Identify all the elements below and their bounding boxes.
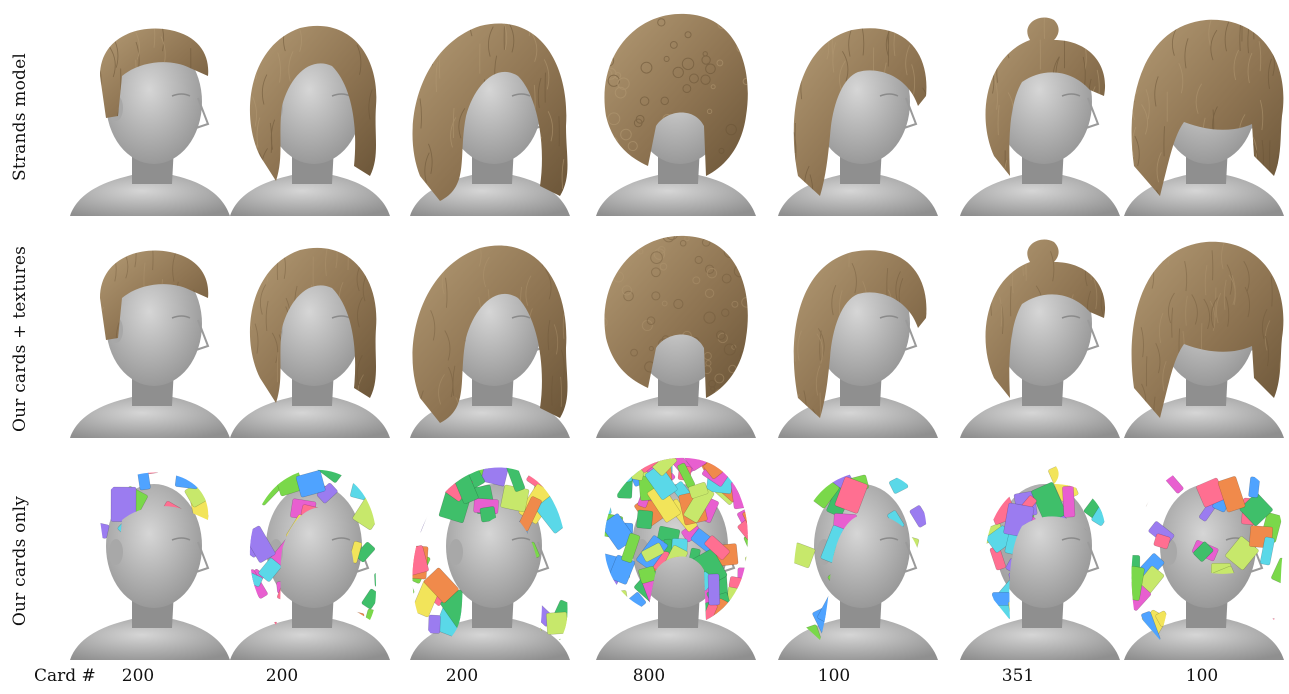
card-count-col-1: 200 bbox=[121, 666, 155, 686]
head-short-slick-cards-textures bbox=[70, 250, 230, 438]
render-cards-only-col-1 bbox=[60, 450, 232, 660]
head-bun-updo-strands bbox=[960, 17, 1120, 216]
render-strands-col-6 bbox=[950, 6, 1122, 216]
card-count-row: Card # 200 200 200 800 100 351 100 bbox=[0, 662, 1289, 692]
head-bun-updo-cards-only bbox=[960, 461, 1120, 660]
head-wavy-bob-cards-textures bbox=[230, 247, 390, 438]
render-strands-col-4 bbox=[586, 6, 758, 216]
card-count-col-6: 351 bbox=[1001, 666, 1035, 686]
render-cards-only-col-5 bbox=[768, 450, 940, 660]
render-grid bbox=[52, 6, 1286, 660]
render-cards-textures-col-7 bbox=[1114, 228, 1286, 438]
head-layered-medium-strands bbox=[778, 28, 938, 216]
row-label-cards-textures: Our cards + textures bbox=[10, 245, 30, 433]
head-bun-updo-cards-textures bbox=[960, 239, 1120, 438]
head-wavy-bob-strands bbox=[230, 25, 390, 216]
render-strands-col-7 bbox=[1114, 6, 1286, 216]
render-strands-col-5 bbox=[768, 6, 940, 216]
card-count-col-7: 100 bbox=[1185, 666, 1219, 686]
card-count-col-3: 200 bbox=[445, 666, 479, 686]
render-cards-textures-col-3 bbox=[400, 228, 572, 438]
render-cards-textures-col-5 bbox=[768, 228, 940, 438]
head-long-wavy-cards-textures bbox=[410, 245, 570, 438]
render-cards-only-col-4 bbox=[586, 450, 758, 660]
row-label-cards-only: Our cards only bbox=[10, 495, 31, 627]
head-wavy-bob-cards-only bbox=[230, 469, 390, 660]
render-cards-only-col-3 bbox=[400, 450, 572, 660]
head-short-slick-strands bbox=[70, 28, 230, 216]
row-label-strands: Strands model bbox=[10, 52, 31, 182]
head-layered-medium-cards-only bbox=[778, 472, 938, 660]
card-count-col-4: 800 bbox=[632, 666, 666, 686]
card-count-col-2: 200 bbox=[265, 666, 299, 686]
render-cards-only-col-7 bbox=[1114, 450, 1286, 660]
card-count-label: Card # bbox=[34, 666, 96, 686]
head-long-wavy-strands bbox=[410, 23, 570, 216]
head-long-wavy-cards-only bbox=[410, 467, 570, 660]
render-strands-col-1 bbox=[60, 6, 232, 216]
head-afro-curly-cards-textures bbox=[596, 235, 756, 438]
render-cards-only-col-2 bbox=[220, 450, 392, 660]
render-strands-col-3 bbox=[400, 6, 572, 216]
head-straight-bob-bangs-cards-only bbox=[1124, 463, 1284, 660]
render-strands-col-2 bbox=[220, 6, 392, 216]
head-layered-medium-cards-textures bbox=[778, 250, 938, 438]
head-straight-bob-bangs-strands bbox=[1124, 19, 1284, 216]
head-short-slick-cards-only bbox=[70, 472, 230, 660]
render-cards-textures-col-2 bbox=[220, 228, 392, 438]
render-cards-only-col-6 bbox=[950, 450, 1122, 660]
head-afro-curly-cards-only bbox=[596, 457, 756, 660]
render-cards-textures-col-4 bbox=[586, 228, 758, 438]
render-cards-textures-col-6 bbox=[950, 228, 1122, 438]
head-afro-curly-strands bbox=[596, 13, 756, 216]
head-straight-bob-bangs-cards-textures bbox=[1124, 241, 1284, 438]
card-count-col-5: 100 bbox=[817, 666, 851, 686]
render-cards-textures-col-1 bbox=[60, 228, 232, 438]
